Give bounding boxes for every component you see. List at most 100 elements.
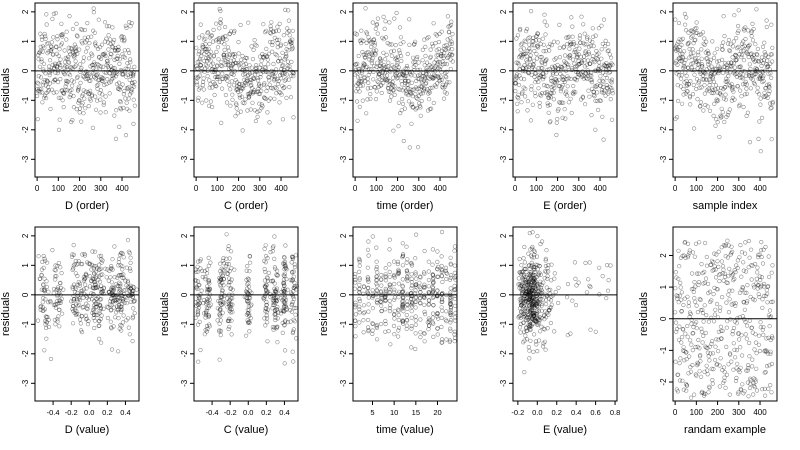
data-point bbox=[713, 275, 719, 280]
data-point bbox=[448, 290, 453, 295]
data-point bbox=[116, 47, 121, 53]
data-point bbox=[672, 46, 678, 51]
data-point bbox=[711, 292, 716, 297]
data-point bbox=[547, 120, 553, 125]
data-point bbox=[749, 33, 754, 39]
data-point bbox=[584, 42, 589, 47]
data-point bbox=[68, 45, 73, 51]
data-point bbox=[743, 332, 748, 337]
data-point bbox=[443, 74, 448, 79]
data-point bbox=[421, 74, 426, 79]
y-tick-label: -3 bbox=[339, 379, 348, 387]
data-point bbox=[594, 48, 599, 54]
data-point bbox=[444, 75, 449, 80]
data-point bbox=[107, 80, 112, 85]
y-tick-label: 2 bbox=[499, 9, 508, 14]
data-point bbox=[44, 284, 50, 290]
data-point bbox=[395, 261, 401, 267]
data-point bbox=[514, 72, 520, 77]
data-point bbox=[414, 95, 419, 100]
data-point bbox=[253, 118, 258, 124]
data-point bbox=[99, 78, 104, 83]
data-point bbox=[576, 61, 582, 67]
data-point bbox=[114, 81, 119, 87]
data-point bbox=[514, 36, 519, 41]
data-point bbox=[123, 96, 128, 101]
data-point bbox=[684, 15, 689, 20]
data-point bbox=[551, 66, 556, 71]
data-point bbox=[586, 88, 591, 93]
data-point bbox=[384, 52, 389, 58]
data-point bbox=[365, 86, 371, 91]
data-point bbox=[553, 65, 558, 70]
data-point bbox=[581, 54, 587, 59]
data-point bbox=[599, 56, 604, 61]
data-point bbox=[120, 71, 126, 77]
data-point bbox=[370, 50, 375, 55]
data-point bbox=[375, 16, 381, 21]
data-point bbox=[236, 51, 241, 56]
data-point bbox=[244, 333, 249, 338]
data-point bbox=[217, 357, 222, 362]
data-point bbox=[542, 61, 548, 67]
data-point bbox=[569, 41, 574, 47]
data-point bbox=[289, 47, 294, 52]
data-point bbox=[604, 296, 609, 301]
data-point bbox=[377, 71, 382, 77]
data-point bbox=[529, 84, 534, 89]
plot-frame bbox=[34, 2, 140, 178]
data-point bbox=[539, 60, 545, 66]
data-point bbox=[238, 66, 243, 71]
data-point bbox=[379, 303, 384, 308]
y-tick-label: -1 bbox=[180, 96, 189, 104]
data-point bbox=[378, 56, 383, 62]
data-point bbox=[241, 86, 246, 91]
data-point bbox=[73, 44, 78, 50]
data-point bbox=[289, 40, 294, 45]
data-point bbox=[762, 393, 768, 398]
data-point bbox=[60, 90, 66, 95]
data-point bbox=[452, 263, 457, 268]
data-point bbox=[418, 330, 423, 335]
data-point bbox=[258, 54, 263, 59]
data-point bbox=[685, 65, 691, 70]
data-point bbox=[78, 67, 83, 72]
data-point bbox=[46, 89, 51, 94]
data-point bbox=[62, 72, 67, 77]
data-point bbox=[86, 56, 92, 61]
data-point bbox=[223, 33, 228, 39]
data-point bbox=[537, 72, 542, 77]
x-axis-label: C (order) bbox=[224, 200, 268, 212]
data-point bbox=[566, 62, 571, 67]
data-point bbox=[535, 31, 541, 37]
data-point bbox=[677, 44, 682, 49]
data-point bbox=[121, 91, 126, 97]
data-point bbox=[413, 92, 418, 97]
data-point bbox=[78, 80, 83, 85]
data-point bbox=[420, 84, 425, 89]
data-point bbox=[254, 63, 259, 68]
data-point bbox=[290, 69, 295, 74]
data-point bbox=[238, 22, 243, 28]
data-point bbox=[42, 78, 47, 83]
data-point bbox=[285, 30, 290, 35]
data-point bbox=[717, 134, 722, 140]
data-point bbox=[38, 31, 43, 36]
data-point bbox=[372, 63, 377, 69]
data-point bbox=[435, 259, 440, 265]
data-point bbox=[291, 115, 296, 120]
data-point bbox=[242, 71, 248, 77]
data-point bbox=[539, 91, 545, 96]
data-point bbox=[387, 269, 392, 275]
data-point bbox=[66, 45, 71, 50]
y-tick-label: -3 bbox=[659, 155, 668, 163]
data-point bbox=[673, 17, 678, 22]
data-point bbox=[208, 260, 213, 265]
data-point bbox=[698, 374, 704, 379]
data-point bbox=[683, 91, 688, 96]
data-point bbox=[267, 30, 273, 35]
data-point bbox=[251, 89, 256, 95]
x-axis-label: time (value) bbox=[376, 424, 433, 436]
data-point bbox=[35, 318, 41, 323]
x-tick-label: 200 bbox=[551, 184, 565, 193]
